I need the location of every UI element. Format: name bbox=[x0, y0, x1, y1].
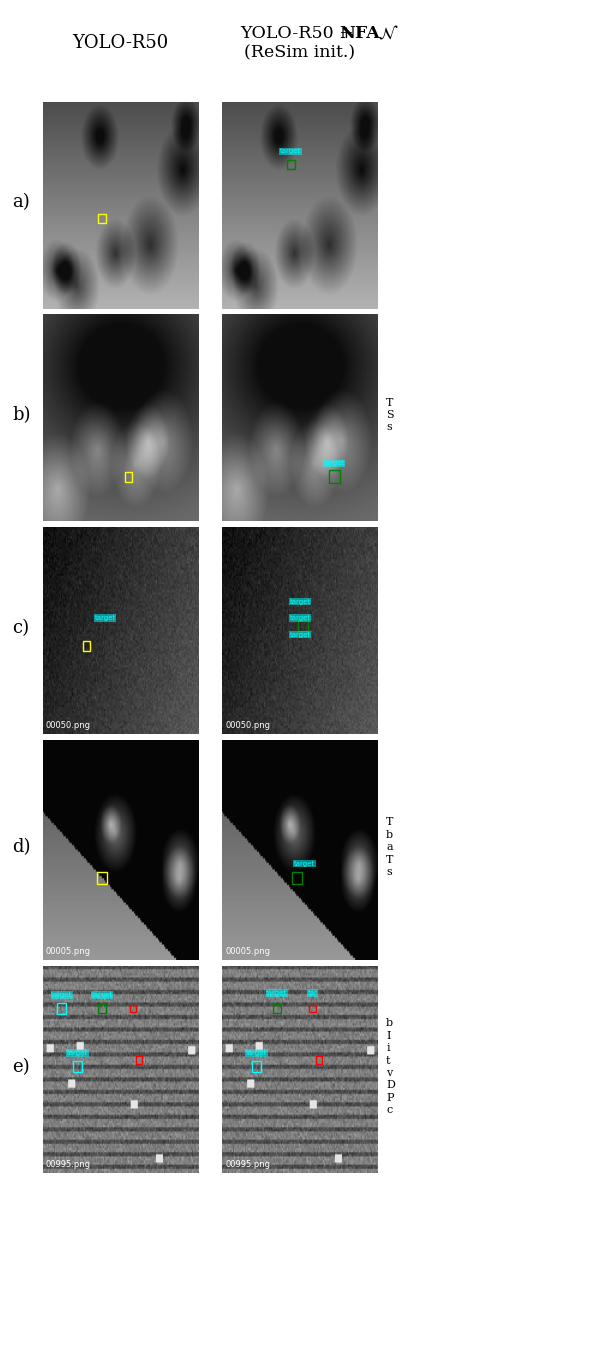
Text: target: target bbox=[294, 860, 316, 867]
Text: target: target bbox=[323, 461, 345, 466]
Text: target: target bbox=[280, 148, 302, 155]
Bar bbox=[287, 161, 295, 169]
Text: target: target bbox=[246, 1050, 267, 1056]
Text: target: target bbox=[95, 615, 116, 622]
Text: T
S
s: T S s bbox=[386, 398, 394, 432]
Bar bbox=[97, 871, 107, 884]
Bar bbox=[136, 1056, 142, 1063]
Text: 00005.png: 00005.png bbox=[46, 947, 91, 956]
Text: target: target bbox=[92, 992, 112, 997]
Text: target: target bbox=[289, 615, 311, 622]
Text: 00005.png: 00005.png bbox=[225, 947, 270, 956]
Text: 00995.png: 00995.png bbox=[46, 1159, 91, 1169]
Text: NFA: NFA bbox=[339, 25, 380, 41]
Bar bbox=[273, 1004, 281, 1013]
Text: target: target bbox=[67, 1050, 88, 1056]
Text: T
b
a
T
s: T b a T s bbox=[386, 818, 393, 877]
Bar bbox=[252, 1061, 261, 1072]
Text: d): d) bbox=[12, 838, 30, 856]
Text: tar: tar bbox=[308, 991, 317, 996]
Text: target: target bbox=[51, 992, 72, 997]
Text: target: target bbox=[289, 598, 311, 605]
Bar bbox=[83, 641, 91, 650]
Bar bbox=[292, 871, 302, 884]
Text: $\mathcal{N}$: $\mathcal{N}$ bbox=[378, 25, 399, 43]
Text: b): b) bbox=[12, 406, 30, 424]
Text: c): c) bbox=[12, 619, 29, 637]
Text: 00050.png: 00050.png bbox=[225, 720, 270, 730]
Text: a): a) bbox=[12, 193, 30, 211]
Bar bbox=[316, 1056, 322, 1063]
Bar bbox=[98, 214, 106, 224]
Text: YOLO-R50: YOLO-R50 bbox=[72, 34, 168, 52]
Bar bbox=[57, 1003, 66, 1014]
Text: b
I
i
t
v
D
P
c: b I i t v D P c bbox=[386, 1018, 395, 1115]
Text: target: target bbox=[289, 631, 311, 638]
Bar bbox=[125, 472, 133, 482]
Bar bbox=[130, 1004, 136, 1013]
Text: (ReSim init.): (ReSim init.) bbox=[244, 44, 355, 60]
Text: YOLO-R50 +: YOLO-R50 + bbox=[240, 25, 359, 41]
Text: 00050.png: 00050.png bbox=[46, 720, 91, 730]
Bar bbox=[329, 471, 340, 483]
Bar bbox=[309, 1004, 316, 1013]
Text: target: target bbox=[266, 991, 288, 996]
Text: 00995.png: 00995.png bbox=[225, 1159, 270, 1169]
Bar bbox=[98, 1004, 106, 1013]
Bar bbox=[72, 1061, 82, 1072]
Bar bbox=[299, 620, 308, 631]
Text: e): e) bbox=[12, 1058, 30, 1076]
